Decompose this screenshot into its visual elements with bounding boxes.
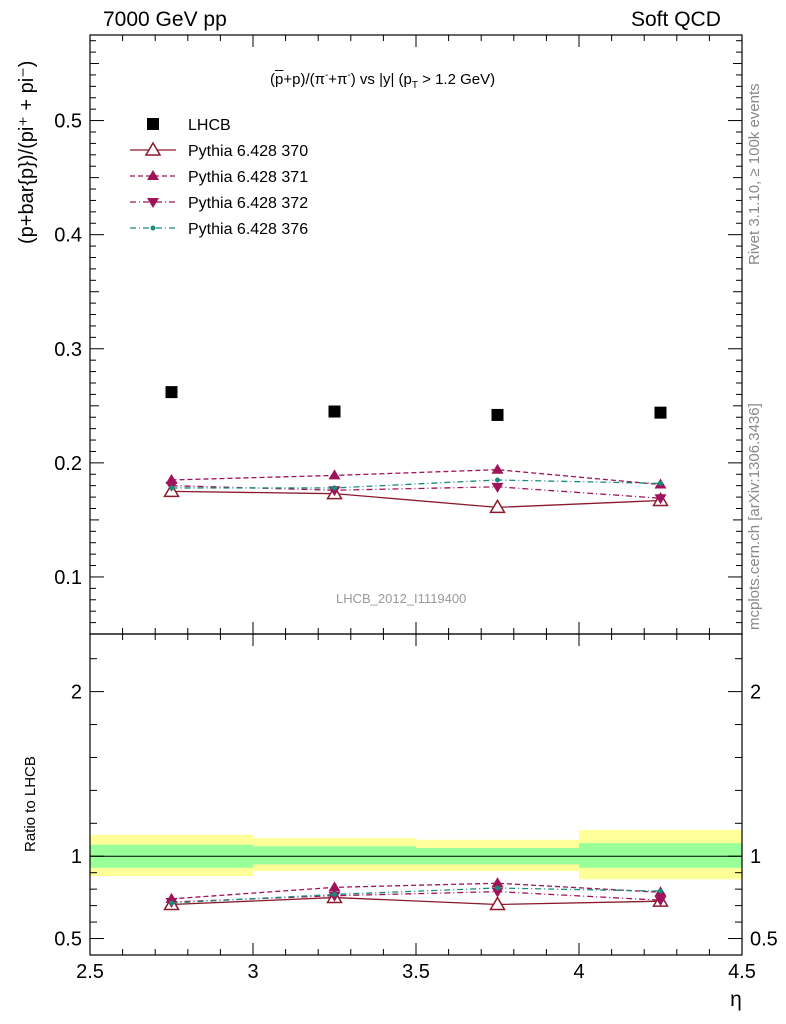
ratio-pythia-6-428-376-point — [169, 900, 174, 906]
legend-lhcb-marker — [147, 118, 159, 130]
analysis-stamp: LHCB_2012_I1119400 — [336, 591, 467, 606]
ratio-y-tick-label-right: 0.5 — [750, 929, 778, 951]
ratio-y-tick-label: 0.5 — [54, 929, 82, 951]
main-pythia-6-428-376-point — [169, 485, 174, 491]
y-tick-label: 0.1 — [54, 567, 82, 589]
legend-pythia-6-428-371-marker — [147, 170, 159, 180]
y-tick-label: 0.4 — [54, 225, 82, 247]
main-lhcb-point — [654, 406, 667, 419]
ratio-pythia-6-428-370-point — [489, 895, 506, 911]
ratio-pythia-6-428-372-point — [654, 896, 667, 907]
ratio-pythia-6-428-372-point — [491, 887, 504, 898]
ratio-plot-frame — [89, 633, 743, 956]
ratio-pythia-6-428-376-point — [495, 885, 500, 891]
ratio-band-inner — [253, 846, 416, 865]
main-pythia-6-428-371-point — [491, 463, 504, 474]
header-right: Soft QCD — [631, 8, 721, 31]
ratio-pythia-6-428-371-point — [491, 877, 504, 888]
legend-pythia-6-428-376-marker — [150, 225, 156, 231]
chart-title: (p+p)/(π-+π-) vs |y| (pT > 1.2 GeV) — [270, 70, 496, 91]
ratio-pythia-6-428-370-line — [171, 896, 661, 906]
legend-lhcb-label: LHCB — [188, 117, 231, 134]
x-tick-label: 4.5 — [728, 961, 756, 983]
x-axis-label: η — [730, 988, 742, 1011]
ratio-y-tick-label-right: 2 — [750, 682, 761, 704]
ratio-pythia-6-428-376-point — [658, 888, 663, 894]
ratio-y-tick-label: 1 — [71, 846, 82, 868]
legend-pythia-6-428-370-marker — [144, 141, 162, 156]
x-tick-label: 3 — [247, 961, 258, 983]
main-pythia-6-428-371-line — [171, 469, 661, 486]
x-tick-label: 4 — [573, 961, 584, 983]
y-tick-label: 0.3 — [54, 339, 82, 361]
ratio-pythia-6-428-376-point — [332, 891, 337, 897]
main-pythia-6-428-376-point — [332, 485, 337, 491]
ratio-pythia-6-428-376-line — [171, 887, 661, 904]
main-lhcb-point — [165, 386, 178, 399]
main-lhcb-point — [328, 405, 341, 418]
ratio-band-inner — [579, 843, 742, 868]
main-pythia-6-428-371-point — [328, 469, 341, 480]
y-tick-label: 0.5 — [54, 111, 82, 133]
main-pythia-6-428-370-line — [171, 490, 661, 509]
main-pythia-6-428-376-point — [495, 477, 500, 483]
legend-pythia-6-428-370-label: Pythia 6.428 370 — [188, 143, 308, 160]
main-pythia-6-428-371-point — [165, 473, 178, 484]
legend-pythia-6-428-376-label: Pythia 6.428 376 — [188, 221, 308, 238]
main-pythia-6-428-372-point — [328, 486, 341, 497]
ratio-pythia-6-428-371-line — [171, 882, 661, 900]
main-pythia-6-428-370-point — [489, 498, 506, 514]
ratio-y-tick-label-right: 1 — [750, 846, 761, 868]
x-tick-label: 2.5 — [76, 961, 104, 983]
legend-pythia-6-428-371-label: Pythia 6.428 371 — [188, 169, 308, 186]
ratio-y-tick-label: 2 — [71, 682, 82, 704]
header-left: 7000 GeV pp — [103, 8, 227, 31]
x-tick-label: 3.5 — [402, 961, 430, 983]
legend-pythia-6-428-372-marker — [147, 198, 159, 208]
main-pythia-6-428-376-line — [171, 479, 661, 489]
ratio-pythia-6-428-371-point — [328, 881, 341, 892]
main-pythia-6-428-372-point — [491, 482, 504, 493]
main-pythia-6-428-376-point — [658, 480, 663, 486]
y-tick-label: 0.2 — [54, 453, 82, 475]
main-lhcb-point — [491, 408, 504, 421]
main-pythia-6-428-372-point — [654, 494, 667, 505]
legend-pythia-6-428-372-label: Pythia 6.428 372 — [188, 195, 308, 212]
